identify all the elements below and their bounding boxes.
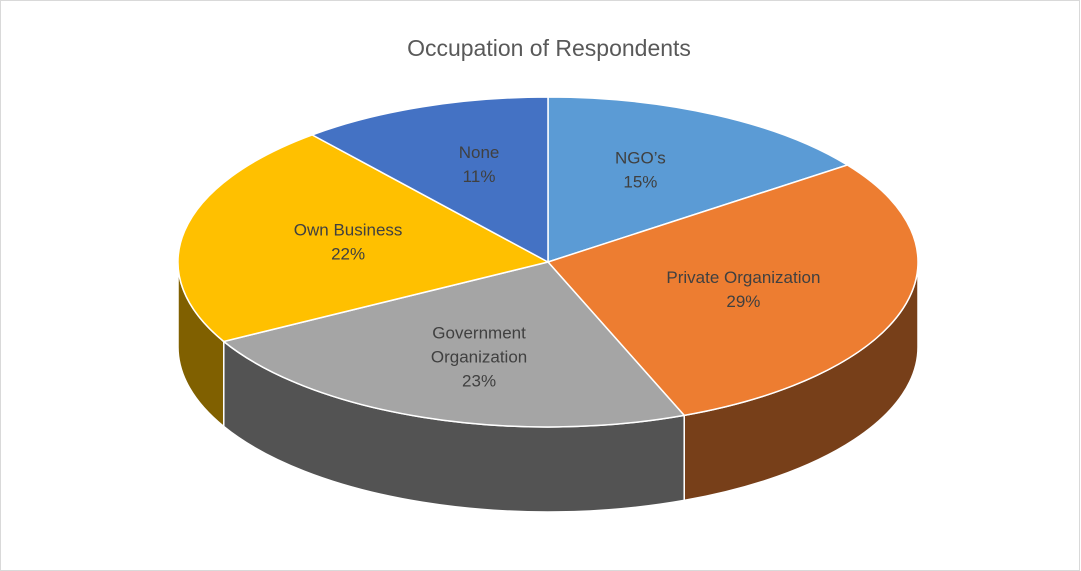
data-label-value: 22% [331, 244, 365, 263]
data-label-value: 29% [726, 292, 760, 311]
data-label-value: 23% [462, 372, 496, 391]
data-label-name: NGO’s [615, 148, 666, 167]
pie-slice [310, 96, 549, 264]
data-label-value: 11% [463, 167, 496, 186]
pie-slice [177, 134, 551, 343]
pie-slice [547, 96, 850, 264]
data-label-name: None [459, 143, 500, 162]
data-label-name: Private Organization [666, 268, 820, 287]
data-label-value: 15% [623, 172, 657, 191]
chart-title: Occupation of Respondents [407, 35, 691, 61]
pie-slice [222, 261, 686, 428]
data-label-name: Government Organization [431, 324, 527, 367]
data-label-name: Own Business [294, 220, 403, 239]
pie-slice [546, 164, 919, 417]
